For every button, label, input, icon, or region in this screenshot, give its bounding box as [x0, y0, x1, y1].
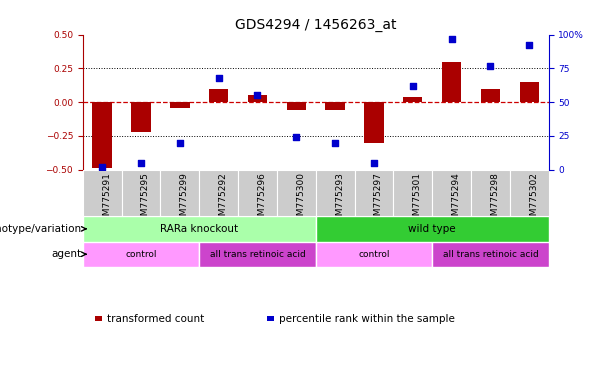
Text: GSM775292: GSM775292 — [219, 172, 227, 227]
Bar — [481, 89, 500, 102]
Bar — [248, 95, 267, 102]
Text: agent: agent — [52, 249, 82, 259]
Text: GSM775300: GSM775300 — [296, 172, 305, 227]
Bar — [209, 89, 228, 102]
Bar — [131, 102, 151, 132]
Bar — [510, 170, 549, 216]
Bar — [432, 242, 549, 267]
Text: GSM775291: GSM775291 — [102, 172, 111, 227]
Bar — [170, 102, 189, 108]
Bar — [432, 170, 471, 216]
Bar — [277, 170, 316, 216]
Bar — [442, 61, 462, 102]
Text: GSM775302: GSM775302 — [529, 172, 538, 227]
Text: transformed count: transformed count — [107, 314, 205, 324]
Bar — [471, 170, 510, 216]
Point — [369, 160, 379, 166]
Text: wild type: wild type — [408, 224, 456, 234]
Point — [408, 83, 417, 89]
Point — [175, 140, 185, 146]
Bar — [326, 102, 345, 110]
Bar — [394, 170, 432, 216]
Text: all trans retinoic acid: all trans retinoic acid — [443, 250, 538, 259]
Bar — [83, 242, 199, 267]
Text: percentile rank within the sample: percentile rank within the sample — [279, 314, 455, 324]
Bar — [354, 170, 394, 216]
Point — [524, 42, 534, 48]
Bar — [121, 170, 161, 216]
Text: GSM775295: GSM775295 — [141, 172, 150, 227]
Text: GSM775298: GSM775298 — [490, 172, 500, 227]
Bar — [316, 242, 432, 267]
Point — [214, 75, 224, 81]
Text: control: control — [358, 250, 390, 259]
Text: GSM775301: GSM775301 — [413, 172, 422, 227]
Bar — [83, 170, 121, 216]
Text: genotype/variation: genotype/variation — [0, 224, 82, 234]
Text: GSM775293: GSM775293 — [335, 172, 344, 227]
Bar — [238, 170, 277, 216]
Title: GDS4294 / 1456263_at: GDS4294 / 1456263_at — [235, 18, 397, 32]
Point — [97, 164, 107, 170]
Point — [136, 160, 146, 166]
Bar — [403, 97, 422, 102]
Bar — [316, 170, 354, 216]
Bar — [199, 242, 316, 267]
Point — [253, 92, 262, 98]
Text: all trans retinoic acid: all trans retinoic acid — [210, 250, 305, 259]
Point — [447, 36, 457, 42]
Text: GSM775294: GSM775294 — [452, 172, 460, 227]
Bar — [199, 170, 238, 216]
Point — [485, 63, 495, 69]
Bar — [161, 170, 199, 216]
Bar — [287, 102, 306, 110]
Text: GSM775296: GSM775296 — [257, 172, 267, 227]
Text: GSM775297: GSM775297 — [374, 172, 383, 227]
Bar — [93, 102, 112, 168]
Bar — [364, 102, 384, 143]
Point — [330, 140, 340, 146]
Bar — [83, 216, 316, 242]
Text: GSM775299: GSM775299 — [180, 172, 189, 227]
Bar — [316, 216, 549, 242]
Point — [291, 134, 301, 141]
Text: control: control — [125, 250, 157, 259]
Bar — [519, 82, 539, 102]
Text: RARa knockout: RARa knockout — [160, 224, 238, 234]
